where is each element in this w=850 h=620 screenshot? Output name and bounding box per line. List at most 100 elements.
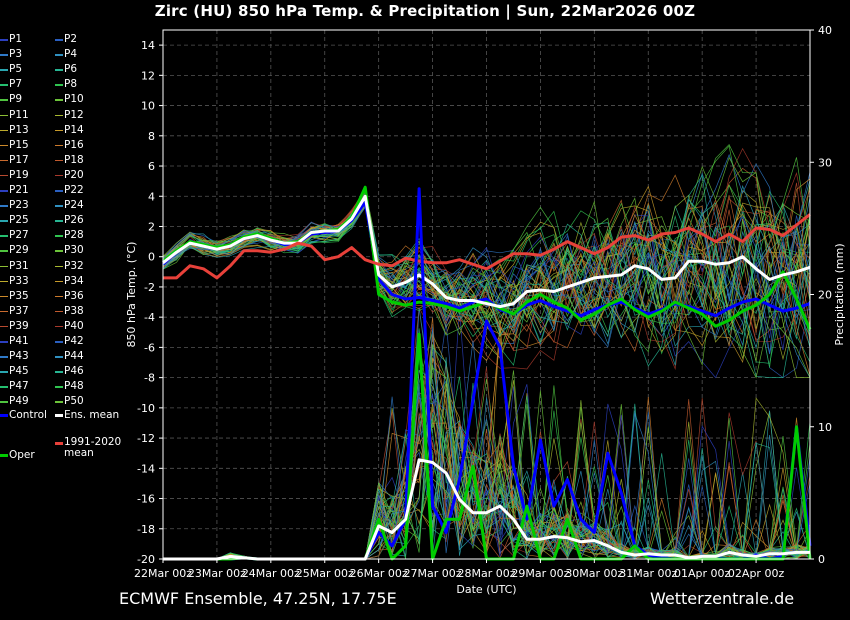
legend-swatch: [55, 401, 63, 403]
legend-label: P27: [9, 229, 29, 242]
y2-tick-label: 10: [818, 421, 832, 434]
y2-tick-label: 20: [818, 289, 832, 302]
legend-label: P44: [64, 350, 84, 363]
legend-swatch: [0, 386, 8, 388]
y-tick-label: -12: [137, 432, 155, 445]
legend-label: P26: [64, 214, 84, 227]
member-38-temp-line: [162, 191, 811, 347]
x-tick-label: 22Mar 00z: [134, 567, 192, 580]
legend-label: P49: [9, 395, 29, 408]
legend-label: P33: [9, 274, 29, 287]
legend-swatch: [55, 174, 63, 177]
y-tick-label: 8: [148, 130, 155, 143]
legend-swatch: [55, 84, 63, 86]
y-tick-label: -10: [137, 402, 155, 415]
member-42-temp-line: [162, 192, 811, 314]
x-tick-label: 30Mar 00z: [565, 567, 623, 580]
legend-swatch: [55, 144, 63, 147]
legend-label: P21: [9, 184, 29, 196]
legend-swatch: [0, 356, 8, 358]
legend-label: P13: [9, 123, 29, 136]
y-tick-label: -20: [137, 553, 155, 566]
legend-label: P45: [9, 365, 29, 378]
x-tick-label: 27Mar 00z: [404, 567, 462, 580]
legend-label: P42: [64, 335, 84, 347]
legend-label: P12: [64, 108, 84, 121]
legend-label: P9: [9, 93, 23, 106]
x-tick-label: 24Mar 00z: [242, 567, 300, 580]
y-tick-label: -2: [144, 281, 155, 294]
y-tick-label: 6: [148, 160, 155, 173]
legend-label: P25: [9, 214, 29, 227]
footer-site-name: Wetterzentrale.de: [650, 589, 795, 608]
legend-swatch: [0, 280, 8, 283]
legend-label: P7: [9, 78, 23, 91]
legend-label: P8: [64, 78, 78, 91]
x-tick-label: 28Mar 00z: [457, 567, 515, 580]
legend-label: P28: [64, 229, 84, 242]
legend-label: P24: [64, 199, 84, 212]
legend-swatch: [55, 371, 63, 373]
legend-label: P43: [9, 350, 29, 363]
x-tick-label: 29Mar 00z: [511, 567, 569, 580]
legend-swatch: [0, 220, 8, 222]
y-tick-label: -8: [144, 372, 155, 385]
legend-label: P1: [9, 33, 23, 45]
y-tick-label: -16: [137, 493, 155, 506]
legend-swatch: [0, 190, 8, 192]
y-tick-label: 2: [148, 220, 155, 233]
legend-swatch: [0, 310, 8, 313]
legend: P1 P2 P3 P4 P5 P6 P7 P8 P9 P10 P11 P12 P13 P14 P15 P16 P…: [0, 0, 135, 470]
legend-swatch: [0, 295, 8, 298]
chart-title: Zirc (HU) 850 hPa Temp. & Precipitation …: [154, 2, 696, 20]
legend-swatch: [55, 220, 63, 222]
legend-swatch: [55, 54, 63, 56]
x-tick-label: 26Mar 00z: [350, 567, 408, 580]
legend-swatch: [0, 205, 8, 207]
footer-model-info: ECMWF Ensemble, 47.25N, 17.75E: [119, 589, 397, 608]
legend-label: P3: [9, 48, 23, 61]
x-axis-label: Date (UTC): [456, 583, 516, 596]
ens-mean-temp-line: [162, 194, 811, 309]
legend-swatch: [0, 129, 8, 132]
legend-label: P30: [64, 244, 84, 257]
legend-label: P10: [64, 93, 84, 106]
y2-tick-label: 40: [818, 24, 832, 37]
legend-label: Oper: [9, 449, 35, 461]
legend-label: P22: [64, 184, 84, 196]
legend-swatch: [55, 295, 63, 298]
member-29-temp-line: [162, 145, 811, 337]
legend-label: Ens. mean: [64, 409, 120, 421]
legend-swatch: [0, 99, 8, 101]
legend-swatch: [55, 69, 63, 71]
x-tick-label: 25Mar 00z: [296, 567, 354, 580]
legend-swatch: [0, 414, 8, 417]
x-tick-label: 31Mar 00z: [619, 567, 677, 580]
1991-2020-mean-temp-line: [163, 213, 811, 280]
legend-swatch: [55, 250, 63, 252]
legend-swatch: [55, 356, 63, 358]
legend-swatch: [0, 174, 8, 177]
member-50-temp-line: [162, 186, 811, 379]
legend-label: P37: [9, 304, 29, 317]
legend-swatch: [0, 401, 8, 403]
legend-label: P2: [64, 33, 78, 45]
legend-swatch: [55, 325, 63, 328]
y-tick-label: -18: [137, 523, 155, 536]
y-tick-label: 10: [141, 100, 155, 113]
x-tick-label: 23Mar 00z: [188, 567, 246, 580]
legend-swatch: [55, 280, 63, 283]
y-tick-label: 14: [141, 39, 155, 52]
legend-swatch: [0, 114, 8, 116]
legend-label: P20: [64, 168, 84, 181]
legend-swatch: [0, 159, 8, 162]
legend-label: P31: [9, 259, 29, 272]
legend-swatch: [55, 265, 63, 267]
y-tick-label: 0: [148, 251, 155, 264]
legend-swatch: [55, 386, 63, 388]
legend-swatch: [0, 84, 8, 86]
y-tick-label: -14: [137, 462, 155, 475]
legend-swatch: [55, 235, 63, 237]
legend-swatch: [55, 205, 63, 207]
